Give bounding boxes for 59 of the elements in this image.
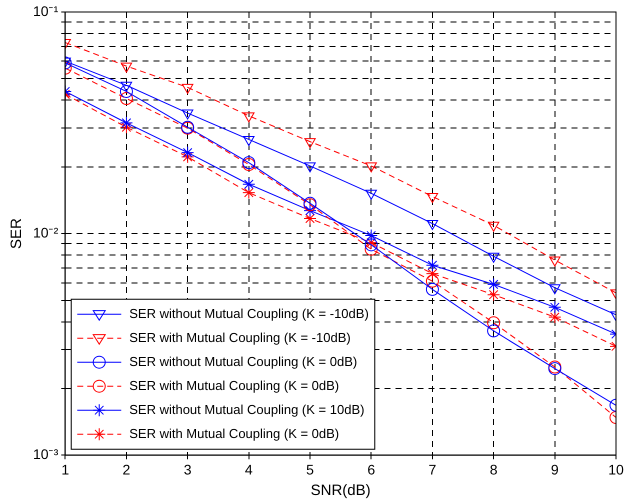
point [488, 252, 500, 263]
x-tick-label: 1 [61, 461, 70, 478]
point [548, 300, 562, 314]
y-tick-label: 10⁻¹ [33, 2, 59, 19]
point [120, 84, 133, 98]
point [304, 162, 316, 172]
point [487, 288, 500, 302]
x-tick-label: 6 [367, 461, 376, 478]
point [120, 62, 132, 73]
point [120, 82, 132, 92]
point [487, 316, 500, 330]
point [304, 212, 317, 225]
point [548, 310, 562, 324]
x-tick-label: 10 [608, 461, 624, 478]
point [120, 92, 133, 106]
point [120, 120, 133, 134]
x-tick-label: 4 [244, 461, 253, 478]
point [182, 110, 194, 120]
point [304, 138, 316, 148]
point [549, 284, 560, 294]
x-axis-title: SNR(dB) [310, 482, 371, 500]
point [181, 146, 194, 160]
x-tick-label: 7 [428, 461, 437, 478]
point [181, 150, 194, 164]
point [426, 274, 439, 288]
x-tick-label: 8 [490, 461, 498, 478]
point [487, 278, 500, 291]
point [426, 282, 439, 296]
legend-label: SER with Mutual Coupling (K = 0dB) [129, 426, 340, 441]
x-tick-label: 3 [184, 461, 192, 478]
point [364, 242, 378, 256]
point [366, 190, 377, 200]
point [426, 267, 439, 280]
legend-label: SER with Mutual Coupling (K = 0dB) [129, 378, 340, 393]
point [243, 112, 255, 122]
point [120, 116, 133, 130]
point [242, 186, 256, 200]
point [488, 222, 500, 232]
legend-label: SER without Mutual Coupling (K = 10dB) [129, 402, 364, 417]
point [426, 220, 438, 230]
x-tick-label: 2 [122, 461, 131, 478]
y-axis-title: SER [8, 218, 26, 250]
point [242, 178, 256, 191]
point [487, 324, 500, 338]
point [426, 258, 439, 272]
point [366, 162, 377, 172]
legend-label: SER without Mutual Coupling (K = -10dB) [129, 306, 369, 321]
legend-label: SER without Mutual Coupling (K = 0dB) [129, 354, 358, 369]
x-tick-label: 5 [306, 461, 314, 478]
y-tick-label: 10⁻² [33, 224, 59, 240]
y-tick-label: 10⁻³ [33, 446, 59, 462]
point [364, 229, 378, 242]
legend-label: SER with Mutual Coupling (K = -10dB) [129, 330, 351, 345]
point [304, 204, 317, 218]
x-tick-label: 9 [550, 461, 559, 478]
point [426, 193, 438, 204]
point [243, 136, 255, 146]
point [182, 84, 194, 94]
point [549, 256, 560, 267]
